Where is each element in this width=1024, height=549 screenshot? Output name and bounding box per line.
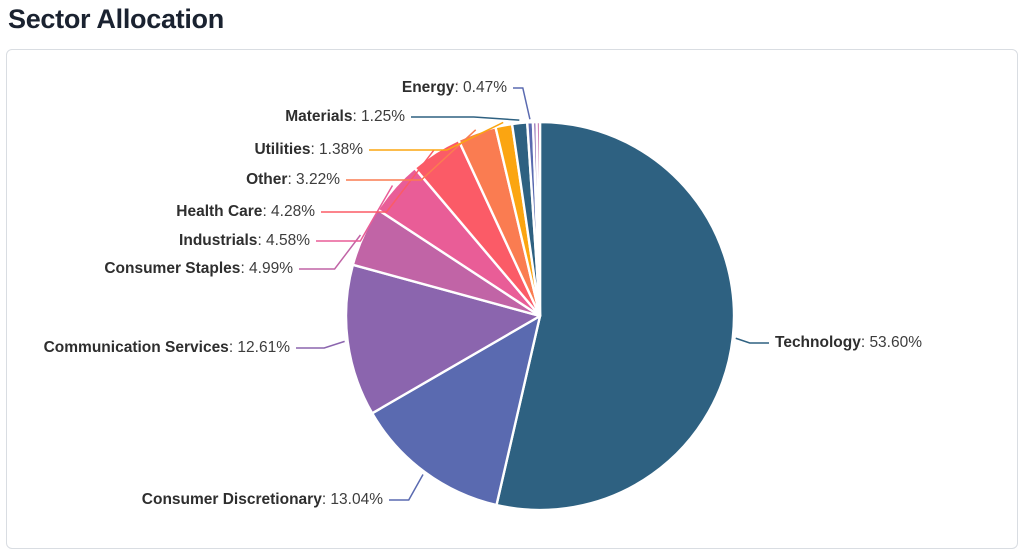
pie-slice-consumer-discretionary[interactable]	[370, 314, 542, 507]
page-title: Sector Allocation	[8, 4, 224, 34]
pie-slice-technology[interactable]	[495, 120, 736, 512]
pie-slice-communication-services[interactable]	[344, 263, 542, 415]
pie-slice-unlabeled-11[interactable]	[535, 120, 542, 318]
